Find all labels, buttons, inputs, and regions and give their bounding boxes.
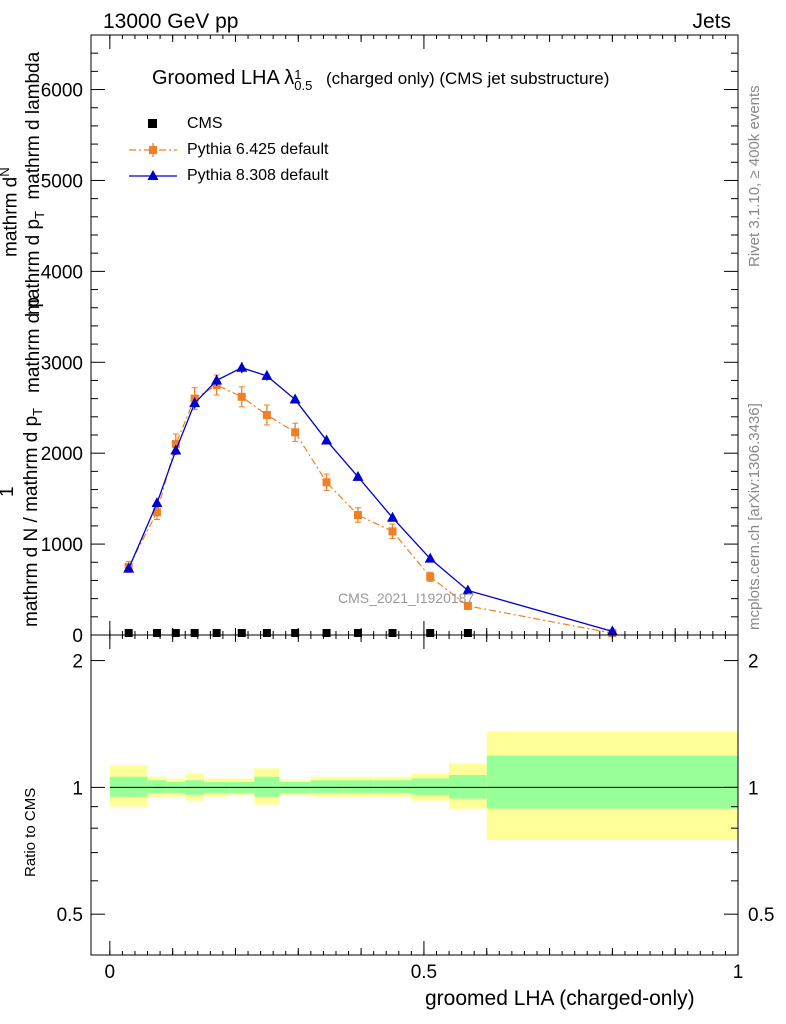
mcplots-label: mcplots.cern.ch [arXiv:1306.3436]	[746, 403, 763, 630]
y-label-denominator: mathrm d N / mathrm d pT	[21, 407, 45, 627]
point-pythia6	[322, 478, 331, 487]
title-rest: (charged only) (CMS jet substructure)	[325, 69, 610, 88]
legend-label-cms: CMS	[187, 115, 223, 132]
point-pythia8	[289, 393, 301, 404]
title-main: Groomed LHA	[152, 67, 279, 89]
x-axis-label: groomed LHA (charged-only)	[425, 987, 695, 1010]
point-pythia6	[237, 392, 246, 401]
point-pythia6	[171, 440, 180, 449]
y-tick-label: 1000	[41, 535, 83, 556]
point-cms	[237, 629, 246, 637]
legend-marker-pythia8	[147, 170, 159, 180]
point-pythia8	[189, 397, 201, 408]
y-label-top: mathrm dN	[0, 167, 22, 257]
ratio-tick-label-right: 2	[748, 652, 759, 673]
legend-marker-cms	[148, 119, 157, 128]
ratio-band-inner	[342, 780, 374, 793]
ratio-panel: 0 0.5 1 0.5 0.5 1 1 2 2	[57, 634, 774, 983]
header-process: Jets	[692, 10, 731, 33]
ratio-tick-label-right: 0.5	[748, 905, 774, 926]
ratio-band-inner	[109, 776, 148, 797]
ratio-tick-label-right: 1	[748, 778, 759, 799]
point-pythia8	[387, 511, 399, 522]
watermark: CMS_2021_I1920187	[338, 590, 475, 606]
title-sup: 1	[294, 67, 302, 82]
y-tick-label: 4000	[41, 262, 83, 283]
point-cms	[124, 629, 133, 637]
point-cms	[463, 629, 472, 637]
point-pythia6	[426, 572, 435, 581]
ratio-frame	[90, 634, 739, 956]
point-pythia8	[151, 497, 163, 508]
header-energy: 13000 GeV pp	[103, 10, 239, 33]
point-cms	[353, 629, 362, 637]
ratio-band-inner	[310, 780, 343, 793]
legend-label-pythia8: Pythia 8.308 default	[187, 167, 329, 184]
series-line-pythia8	[128, 367, 613, 632]
chart-title: Groomed LHA λ 1 0.5 (charged only) (CMS je…	[152, 67, 610, 93]
point-pythia8	[321, 434, 333, 445]
legend-marker-pythia6	[149, 146, 157, 154]
point-pythia8	[236, 361, 248, 372]
point-cms	[171, 629, 180, 637]
ratio-tick-label: 0.5	[57, 905, 83, 926]
y-tick-label: 3000	[41, 353, 83, 374]
point-pythia6	[152, 508, 161, 517]
point-pythia6	[291, 428, 300, 437]
y-tick-label: 0	[72, 626, 83, 647]
point-cms	[262, 629, 271, 637]
point-cms	[212, 629, 221, 637]
x-tick-label: 1	[733, 962, 744, 983]
ratio-band-inner	[411, 778, 450, 795]
point-cms	[190, 629, 199, 637]
point-pythia8	[462, 584, 474, 595]
point-pythia6	[463, 601, 472, 610]
point-pythia6	[388, 527, 397, 536]
ratio-band-inner	[147, 780, 167, 793]
ratio-tick-label: 2	[72, 652, 83, 673]
y-label-numerator: 1	[0, 486, 19, 497]
title-sub: 0.5	[294, 78, 313, 93]
point-pythia8	[170, 444, 182, 455]
y-label-overlap: mathrm d p	[23, 296, 44, 393]
x-tick-label: 0.5	[411, 962, 437, 983]
point-cms	[426, 629, 435, 637]
ratio-band-inner	[373, 780, 412, 793]
point-pythia8	[352, 470, 364, 481]
y-tick-label: 6000	[41, 81, 83, 102]
series-line-pythia6	[128, 384, 613, 634]
legend-label-pythia6: Pythia 6.425 default	[187, 141, 329, 158]
y-tick-label: 5000	[41, 171, 83, 192]
ratio-band-inner	[254, 776, 280, 797]
ratio-band-inner	[449, 774, 487, 799]
point-pythia8	[424, 552, 436, 563]
y-label-part2: mathrm d pT mathrm d lambda	[23, 51, 47, 315]
ratio-band-inner	[486, 755, 738, 809]
point-pythia8	[123, 562, 135, 573]
main-panel: 0 1000 2000 3000 4000 5000 6000	[41, 34, 739, 647]
point-pythia8	[261, 369, 273, 380]
title-symbol: λ	[284, 67, 295, 89]
point-cms	[388, 629, 397, 637]
y-tick-label: 2000	[41, 444, 83, 465]
ratio-tick-label: 1	[72, 778, 83, 799]
point-pythia6	[262, 411, 271, 419]
point-pythia8	[606, 625, 618, 636]
ratio-y-axis-label: Ratio to CMS	[22, 787, 39, 877]
rivet-label: Rivet 3.1.10, ≥ 400k events	[746, 85, 763, 267]
point-cms	[291, 629, 300, 637]
x-tick-label: 0	[105, 962, 116, 983]
point-pythia6	[353, 511, 362, 519]
point-pythia8	[211, 374, 223, 385]
point-cms	[322, 629, 331, 637]
point-cms	[152, 629, 161, 637]
